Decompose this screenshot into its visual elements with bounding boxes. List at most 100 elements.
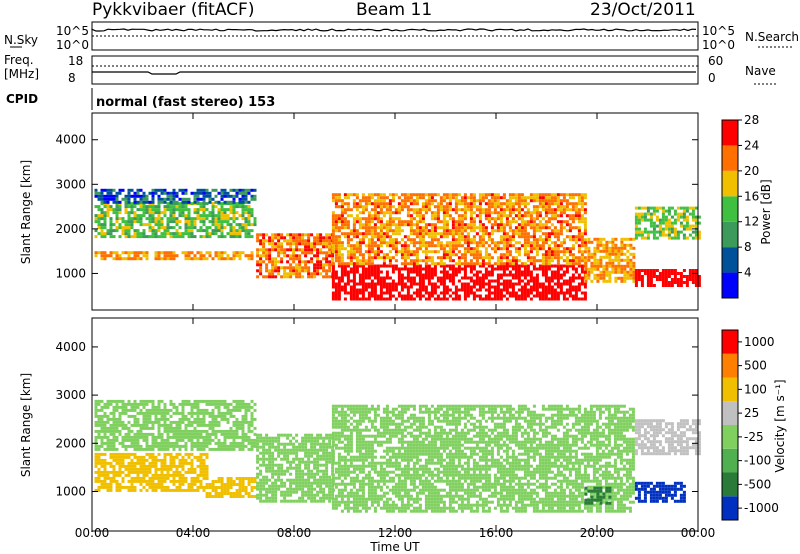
power-cell [514,232,518,236]
power-cell [445,244,449,248]
velocity-cell [100,399,104,403]
power-cell [391,193,395,197]
power-cell [493,262,497,266]
power-cell [415,282,419,286]
power-cell [472,193,476,197]
power-cell [676,236,680,240]
power-cell [682,236,686,240]
power-cell [487,235,491,239]
power-cell [559,267,563,271]
power-cell [412,264,416,268]
power-cell [370,235,374,239]
power-cell [217,191,221,195]
power-cell [409,196,413,200]
power-cell [145,251,149,255]
power-cell [328,248,332,252]
velocity-cell [151,455,155,459]
power-cell [649,278,653,281]
power-cell [553,270,557,274]
power-cell [439,279,443,283]
power-cell [490,285,494,289]
power-cell [577,247,581,251]
power-cell [433,267,437,271]
velocity-cell [268,478,272,482]
power-cell [238,205,242,209]
power-cell [550,193,554,197]
power-cell [583,256,587,260]
power-cell [184,232,188,236]
power-cell [436,211,440,215]
power-cell [385,241,389,245]
power-cell [268,254,272,258]
velocity-cell [220,447,224,451]
power-cell [193,194,197,198]
velocity-cell [226,486,230,489]
power-cell [343,262,347,266]
power-cell [97,251,101,255]
power-cell [409,202,413,206]
power-cell [118,226,122,230]
power-cell [325,245,329,249]
power-cell [364,226,368,230]
velocity-cell [139,444,143,448]
power-cell [250,235,254,239]
power-cell [451,193,455,197]
power-cell [109,197,113,201]
power-cell [382,226,386,230]
power-cell [550,291,554,295]
power-cell [550,256,554,260]
power-cell [391,247,395,251]
power-cell [472,223,476,227]
power-cell [355,294,359,298]
velocity-cell [268,496,272,500]
power-cell [505,279,509,283]
velocity-data [94,399,701,513]
velocity-cell [187,452,191,456]
power-cell [535,250,539,254]
power-cell [325,242,329,246]
power-cell [229,205,233,209]
velocity-cell [247,420,251,424]
power-cell [469,193,473,197]
velocity-cell [145,467,149,471]
power-cell [508,211,512,215]
velocity-cell [208,438,212,442]
power-cell [626,261,630,265]
power-cell [388,220,392,224]
power-cell [658,272,662,275]
power-cell [343,202,347,206]
power-cell [211,205,215,209]
power-cell [517,294,521,298]
velocity-cell [268,457,272,461]
power-cell [241,251,245,255]
power-cell [274,257,278,261]
velocity-cell [94,414,98,418]
velocity-cell [160,488,164,492]
velocity-cell [247,477,251,480]
power-cell [115,194,119,198]
power-cell [223,235,227,239]
velocity-cell [166,485,170,489]
power-cell [496,279,500,283]
power-cell [463,282,467,286]
power-cell [584,267,588,271]
power-cell [337,205,341,209]
velocity-cell [157,402,161,406]
power-cell [469,196,473,200]
velocity-cell [160,473,164,477]
power-cell [133,232,137,236]
power-cell [145,254,149,258]
power-cell [238,235,242,239]
power-cell [469,241,473,245]
power-cell [484,193,488,197]
power-cell [196,191,200,195]
velocity-cell [175,423,179,427]
velocity-cell [145,473,149,477]
velocity-cell [241,402,245,406]
power-cell [334,196,338,200]
power-cell [568,223,572,227]
power-cell [679,275,683,278]
power-cell [169,235,173,239]
power-cell [556,214,560,218]
power-cell [535,226,539,230]
